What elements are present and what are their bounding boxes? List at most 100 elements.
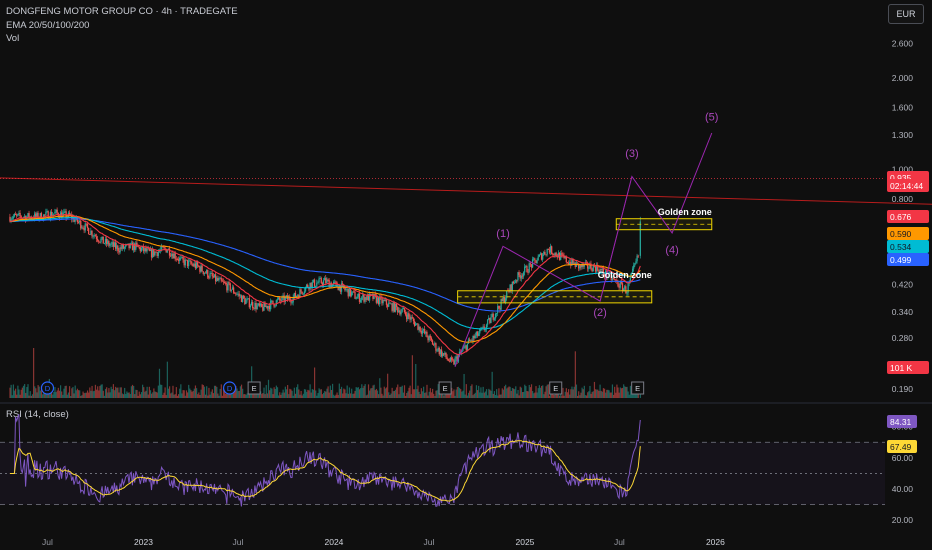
candle-body — [47, 211, 49, 220]
candle-body — [386, 304, 389, 307]
volume-bar — [86, 390, 89, 398]
volume-bar — [581, 387, 583, 398]
earnings-marker[interactable] — [247, 381, 261, 395]
candle-body — [392, 302, 394, 311]
candle-body — [346, 289, 348, 290]
volume-bar — [524, 384, 526, 398]
volume-bar — [378, 394, 380, 398]
volume-bar — [140, 392, 143, 398]
candle-body — [116, 245, 118, 249]
volume-bar — [481, 392, 483, 398]
volume-bar — [565, 388, 567, 398]
candle-body — [201, 265, 203, 272]
candle-body — [364, 297, 366, 302]
candle-body — [637, 255, 639, 257]
currency-selector-button[interactable]: EUR — [888, 4, 924, 24]
descending-trendline[interactable] — [0, 177, 932, 205]
price-badge-label: 0.676 — [890, 212, 912, 222]
earnings-marker[interactable] — [438, 381, 452, 395]
candle-body — [588, 268, 590, 270]
volume-bar — [72, 386, 74, 398]
candle-body — [490, 317, 492, 324]
volume-bar — [535, 386, 537, 398]
candle-body — [157, 251, 159, 256]
candle-body — [268, 305, 271, 310]
volume-bar — [406, 392, 408, 398]
volume-bar — [147, 394, 149, 398]
volume-bar — [544, 391, 546, 398]
volume-bar — [70, 395, 72, 398]
volume-bar — [144, 391, 146, 398]
ema-legend[interactable]: EMA 20/50/100/200 — [6, 20, 90, 31]
rsi-badge — [887, 440, 917, 453]
volume-bar — [185, 390, 188, 398]
candle-body — [411, 317, 413, 319]
price-badge — [887, 227, 929, 240]
candle-body — [361, 297, 363, 300]
volume-bar — [239, 386, 242, 398]
candle-body — [570, 262, 572, 266]
candle-body — [238, 293, 240, 297]
candle-body — [624, 286, 626, 289]
volume-bar — [627, 391, 629, 398]
candle-body — [569, 262, 571, 265]
volume-bar — [160, 384, 162, 398]
candle-body — [130, 242, 132, 244]
volume-bar — [217, 393, 219, 398]
candle-body — [214, 274, 217, 282]
candle-body — [536, 260, 538, 264]
volume-bar — [203, 386, 206, 398]
rsi-ma-line — [9, 440, 641, 502]
dividend-marker[interactable] — [40, 381, 55, 395]
candle-body — [102, 236, 104, 244]
volume-bar — [68, 386, 71, 398]
volume-bar — [35, 388, 37, 398]
price-badge — [887, 361, 929, 374]
volume-legend[interactable]: Vol — [6, 33, 20, 44]
volume-bar — [325, 391, 327, 398]
volume-bar — [527, 391, 529, 398]
candle-body — [491, 313, 493, 318]
volume-bar — [383, 386, 385, 398]
candle-body — [298, 295, 300, 298]
volume-bar — [280, 394, 282, 398]
volume-bar — [532, 391, 534, 398]
earnings-marker[interactable] — [631, 381, 645, 395]
price-badge-label: 0.534 — [890, 242, 912, 252]
volume-bar — [231, 390, 234, 398]
dividend-marker[interactable] — [222, 381, 237, 395]
price-badge — [887, 179, 929, 192]
volume-bar — [102, 390, 104, 398]
volume-bar — [625, 386, 627, 398]
earnings-marker[interactable] — [549, 381, 563, 395]
volume-bar — [81, 395, 83, 398]
volume-bar — [411, 355, 413, 398]
candle-body — [436, 350, 438, 352]
volume-bar — [473, 393, 475, 398]
volume-bar — [56, 390, 58, 398]
volume-bar — [215, 385, 217, 398]
volume-bar — [564, 391, 566, 398]
volume-bar — [496, 389, 498, 398]
time-axis-tick-label: 2026 — [706, 537, 725, 547]
candle-body — [435, 343, 437, 351]
volume-bar — [218, 395, 220, 398]
volume-bar — [64, 385, 66, 398]
candle-body — [539, 253, 542, 255]
candle-body — [16, 214, 18, 216]
candle-body — [257, 303, 259, 306]
volume-bar — [152, 392, 154, 398]
candle-body — [284, 297, 286, 303]
candle-body — [326, 279, 328, 283]
volume-bar — [287, 385, 289, 398]
candle-body — [9, 216, 11, 222]
candle-body — [304, 286, 307, 292]
candle-body — [253, 308, 255, 309]
candle-body — [293, 292, 295, 298]
volume-bar — [340, 386, 343, 398]
candle-body — [312, 279, 315, 283]
volume-bar — [414, 389, 416, 398]
volume-bar — [208, 387, 210, 398]
volume-bar — [109, 392, 111, 398]
